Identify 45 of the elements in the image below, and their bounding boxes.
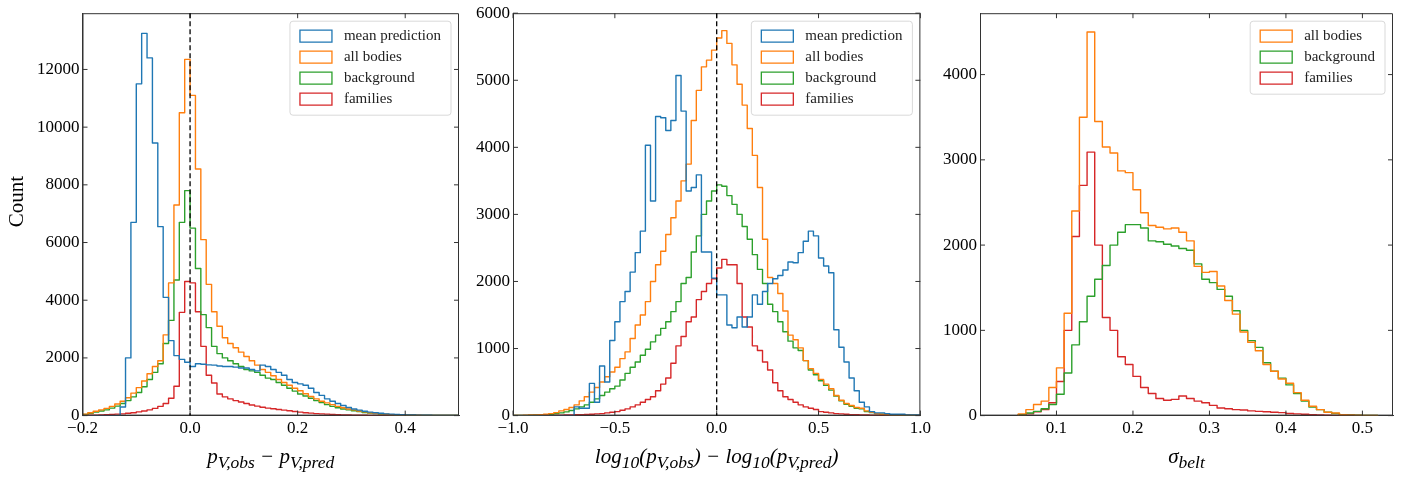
x-tick-label: 0.0 [179, 418, 201, 438]
y-tick-label: 4000 [943, 64, 977, 84]
legend-label: background [1304, 48, 1376, 65]
legend-label: families [1304, 69, 1353, 86]
y-tick-label: 3000 [943, 149, 977, 169]
x-tick-label: 0.0 [706, 418, 728, 438]
y-tick-label: 0 [968, 405, 977, 425]
y-tick-label: 2000 [476, 270, 510, 290]
x-tick-label: 0.2 [287, 418, 309, 438]
x-axis-title: σ$_{belt}$ [1167, 444, 1206, 474]
x-tick-label: 1.0 [909, 418, 931, 438]
y-tick-label: 3000 [476, 203, 510, 223]
x-tick-label: 0.1 [1045, 418, 1068, 438]
y-tick-label: 4000 [45, 289, 80, 309]
legend-label: background [343, 69, 416, 86]
x-tick-label: 0.3 [1198, 418, 1221, 438]
y-tick-label: 1000 [943, 319, 977, 339]
x-tick-label: 0.4 [1275, 418, 1298, 438]
y-axis-title: Count [4, 175, 29, 227]
x-tick-label: −0.5 [599, 418, 631, 438]
y-tick-label: 2000 [943, 234, 977, 254]
legend-label: families [805, 90, 854, 107]
x-tick-label: 0.4 [394, 418, 417, 438]
legend-label: all bodies [1304, 27, 1363, 44]
y-tick-label: 5000 [476, 69, 510, 89]
y-tick-label: 12000 [37, 58, 80, 78]
y-tick-label: 8000 [45, 174, 80, 194]
legend-label: mean prediction [343, 27, 442, 44]
legend-label: background [805, 69, 877, 86]
y-tick-label: 6000 [45, 231, 80, 251]
x-axis-title: p$_{V,obs}$ − p$_{V,pred}$ [205, 444, 336, 474]
x-tick-label: 0.2 [1122, 418, 1144, 438]
text: log$_{10}$(p$_{V,obs}$) − log$_{10}$(p$_{V,pred}$) [594, 444, 839, 473]
x-tick-label: 0.5 [807, 418, 830, 438]
y-tick-label: 1000 [476, 338, 510, 357]
legend-label: families [343, 90, 393, 107]
legend-label: all bodies [343, 48, 403, 65]
legend-label: all bodies [805, 48, 864, 65]
y-tick-label: 2000 [45, 347, 80, 367]
x-tick-label: 0.5 [1351, 418, 1374, 438]
y-tick-label: 0 [501, 405, 510, 425]
y-tick-label: 10000 [37, 116, 80, 136]
legend-label: mean prediction [805, 27, 903, 44]
y-tick-label: 6000 [476, 2, 510, 22]
y-tick-label: 4000 [476, 136, 510, 156]
